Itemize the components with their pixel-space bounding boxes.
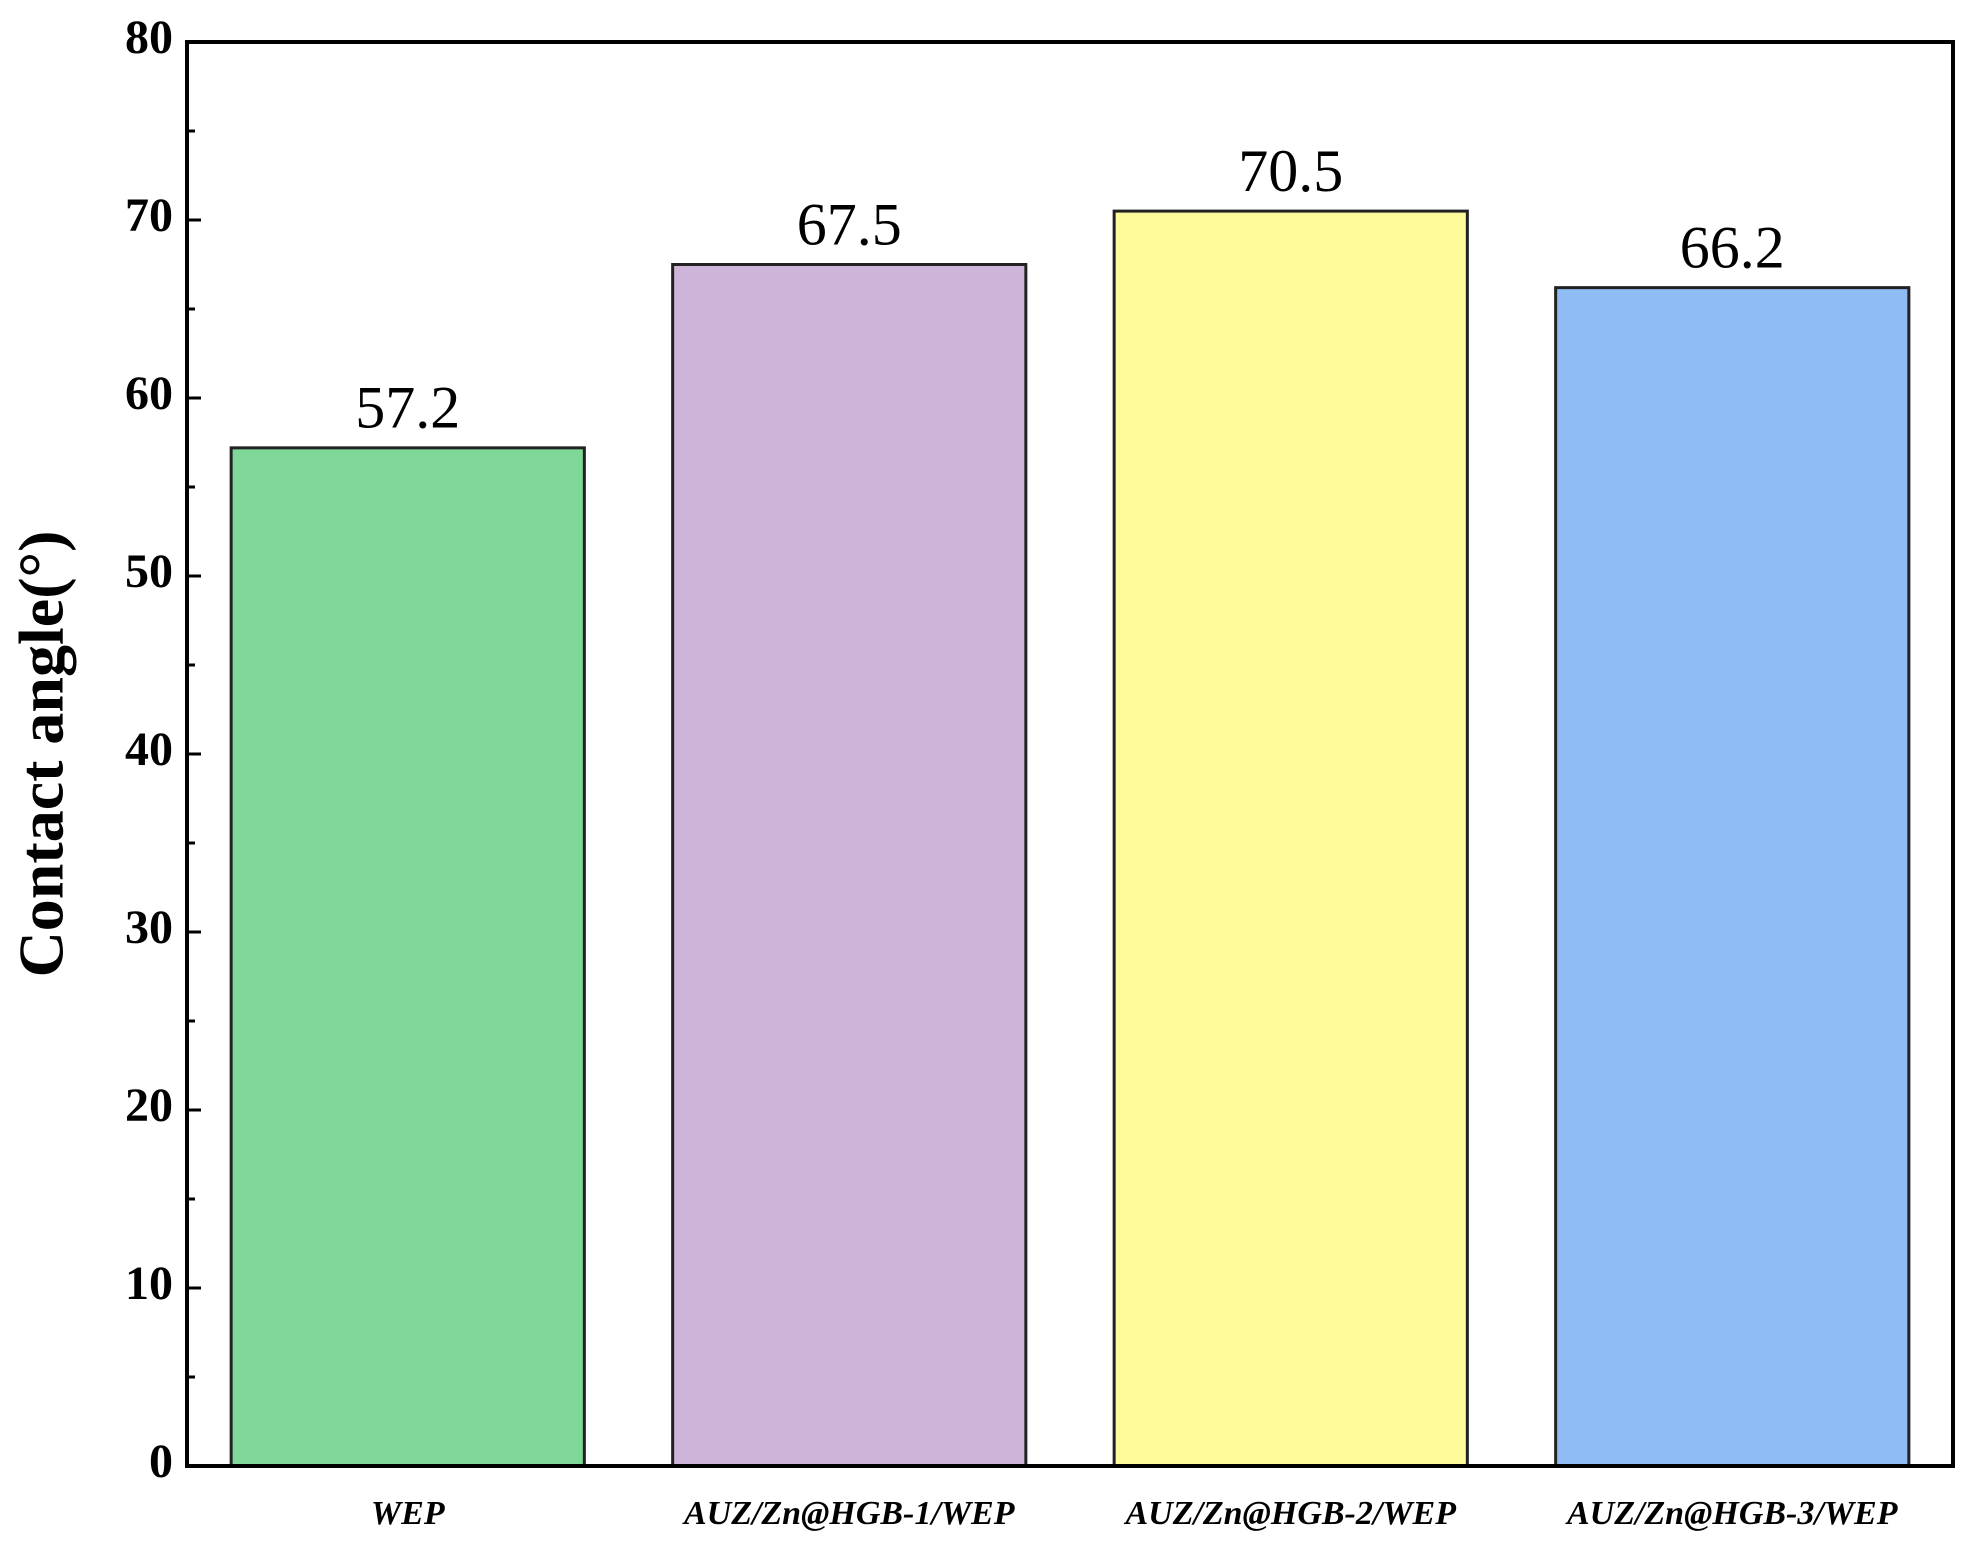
value-label: 57.2 xyxy=(355,375,460,441)
y-tick-label: 80 xyxy=(125,11,173,64)
value-label: 67.5 xyxy=(797,191,902,257)
y-tick-label: 30 xyxy=(125,901,173,954)
y-tick-label: 70 xyxy=(125,189,173,242)
plot-frame xyxy=(185,40,1955,1468)
value-label: 66.2 xyxy=(1680,214,1785,280)
bar xyxy=(229,446,586,1468)
y-tick-label: 40 xyxy=(125,723,173,776)
x-tick-label: AUZ/Zn@HGB-2/WEP xyxy=(1123,1495,1456,1532)
bar xyxy=(671,263,1028,1468)
x-tick-label: AUZ/Zn@HGB-1/WEP xyxy=(682,1495,1015,1532)
value-label: 70.5 xyxy=(1238,138,1343,204)
y-tick-label: 20 xyxy=(125,1079,173,1132)
bar xyxy=(1112,209,1469,1468)
x-tick-label: AUZ/Zn@HGB-3/WEP xyxy=(1565,1495,1898,1532)
y-tick-label: 0 xyxy=(149,1435,173,1488)
x-tick-label: WEP xyxy=(371,1495,445,1532)
y-axis-label: Contact angle(°) xyxy=(6,531,77,978)
y-tick-label: 60 xyxy=(125,367,173,420)
bar xyxy=(1554,286,1911,1468)
y-tick-label: 50 xyxy=(125,545,173,598)
y-tick-label: 10 xyxy=(125,1257,173,1310)
